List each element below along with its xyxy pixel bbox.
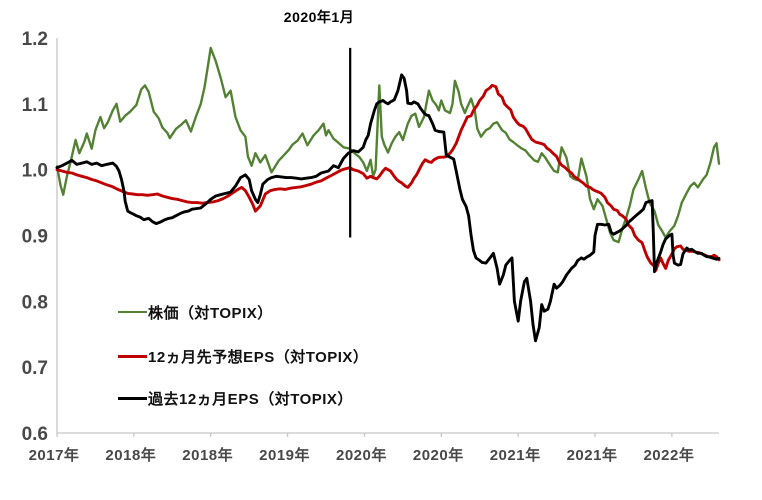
y-tick-label: 1.2 bbox=[22, 29, 48, 50]
legend-label-forward-eps: 12ヵ月先予想EPS（対TOPIX） bbox=[148, 348, 369, 366]
legend-swatch-trailing-eps bbox=[118, 396, 147, 400]
x-tick-label: 2020年 bbox=[413, 446, 464, 464]
x-tick-label: 2019年 bbox=[259, 446, 310, 464]
x-tick-label: 2017年 bbox=[29, 446, 80, 464]
y-tick-label: 0.6 bbox=[22, 424, 48, 445]
x-tick-label: 2018年 bbox=[105, 446, 156, 464]
series-line-0 bbox=[55, 46, 721, 244]
x-tick-label: 2018年 bbox=[182, 446, 233, 464]
legend-swatch-forward-eps bbox=[118, 354, 147, 358]
legend-item-trailing-eps: 過去12ヵ月EPS（対TOPIX） bbox=[118, 389, 353, 408]
y-tick-label: 1.1 bbox=[22, 95, 49, 116]
legend-label-stock-price: 株価（対TOPIX） bbox=[148, 304, 273, 322]
x-tick-label: 2022年 bbox=[643, 446, 694, 464]
y-tick-label: 0.9 bbox=[22, 227, 48, 248]
y-tick-label: 0.7 bbox=[22, 358, 48, 379]
x-tick-label: 2020年 bbox=[336, 446, 387, 464]
legend-item-stock-price: 株価（対TOPIX） bbox=[118, 303, 273, 322]
x-tick-label: 2021年 bbox=[567, 446, 618, 464]
y-tick-label: 1.0 bbox=[22, 161, 48, 182]
y-tick-label: 0.8 bbox=[22, 292, 48, 313]
annotation-label: 2020年1月 bbox=[283, 9, 355, 25]
legend-item-forward-eps: 12ヵ月先予想EPS（対TOPIX） bbox=[118, 347, 369, 366]
legend-swatch-stock-price bbox=[118, 311, 147, 313]
legend-label-trailing-eps: 過去12ヵ月EPS（対TOPIX） bbox=[148, 390, 353, 408]
series-line-2 bbox=[55, 73, 721, 343]
x-tick-label: 2021年 bbox=[490, 446, 541, 464]
